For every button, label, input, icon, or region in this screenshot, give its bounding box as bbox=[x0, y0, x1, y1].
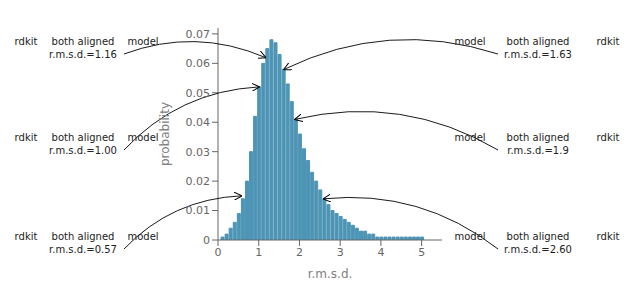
html-text:rdkit: rdkit bbox=[14, 131, 38, 143]
svg-text:0.05: 0.05 bbox=[186, 87, 211, 100]
svg-text:0.04: 0.04 bbox=[186, 116, 211, 129]
html-text:r.m.s.d.=1.63: r.m.s.d.=1.63 bbox=[504, 48, 572, 60]
html-text:model: model bbox=[127, 230, 159, 242]
svg-text:0.01: 0.01 bbox=[186, 204, 211, 217]
svg-text:4: 4 bbox=[377, 246, 384, 259]
html-text:r.m.s.d.=1.9: r.m.s.d.=1.9 bbox=[507, 144, 569, 156]
svg-text:5: 5 bbox=[418, 246, 425, 259]
html-text:rdkit: rdkit bbox=[14, 35, 38, 47]
html-text:model: model bbox=[127, 35, 159, 47]
html-text:r.m.s.d.=0.57: r.m.s.d.=0.57 bbox=[49, 243, 117, 255]
html-text:rdkit: rdkit bbox=[14, 230, 38, 242]
html-text:both aligned: both aligned bbox=[51, 35, 115, 47]
html-text:both aligned: both aligned bbox=[506, 230, 570, 242]
html-text:model: model bbox=[454, 35, 486, 47]
html-text:r.m.s.d.=1.16: r.m.s.d.=1.16 bbox=[49, 48, 117, 60]
svg-text:probability: probability bbox=[158, 102, 172, 166]
svg-text:0: 0 bbox=[203, 234, 210, 247]
html-text:model: model bbox=[454, 131, 486, 143]
svg-text:r.m.s.d.: r.m.s.d. bbox=[308, 267, 353, 281]
html-text:r.m.s.d.=1.00: r.m.s.d.=1.00 bbox=[49, 144, 117, 156]
html-text:rdkit: rdkit bbox=[596, 35, 620, 47]
svg-text:3: 3 bbox=[337, 246, 344, 259]
svg-text:1: 1 bbox=[255, 246, 262, 259]
html-text:model: model bbox=[454, 230, 486, 242]
html-text:both aligned: both aligned bbox=[506, 131, 570, 143]
svg-text:0: 0 bbox=[215, 246, 222, 259]
html-text:r.m.s.d.=2.60: r.m.s.d.=2.60 bbox=[504, 243, 572, 255]
html-text:model: model bbox=[127, 131, 159, 143]
svg-text:0.02: 0.02 bbox=[186, 175, 211, 188]
html-text:both aligned: both aligned bbox=[51, 230, 115, 242]
svg-text:2: 2 bbox=[296, 246, 303, 259]
html-text:rdkit: rdkit bbox=[596, 131, 620, 143]
svg-text:0.06: 0.06 bbox=[186, 57, 211, 70]
html-text:both aligned: both aligned bbox=[51, 131, 115, 143]
html-text:both aligned: both aligned bbox=[506, 35, 570, 47]
svg-text:0.07: 0.07 bbox=[186, 28, 211, 41]
svg-text:0.03: 0.03 bbox=[186, 146, 211, 159]
html-text:rdkit: rdkit bbox=[596, 230, 620, 242]
